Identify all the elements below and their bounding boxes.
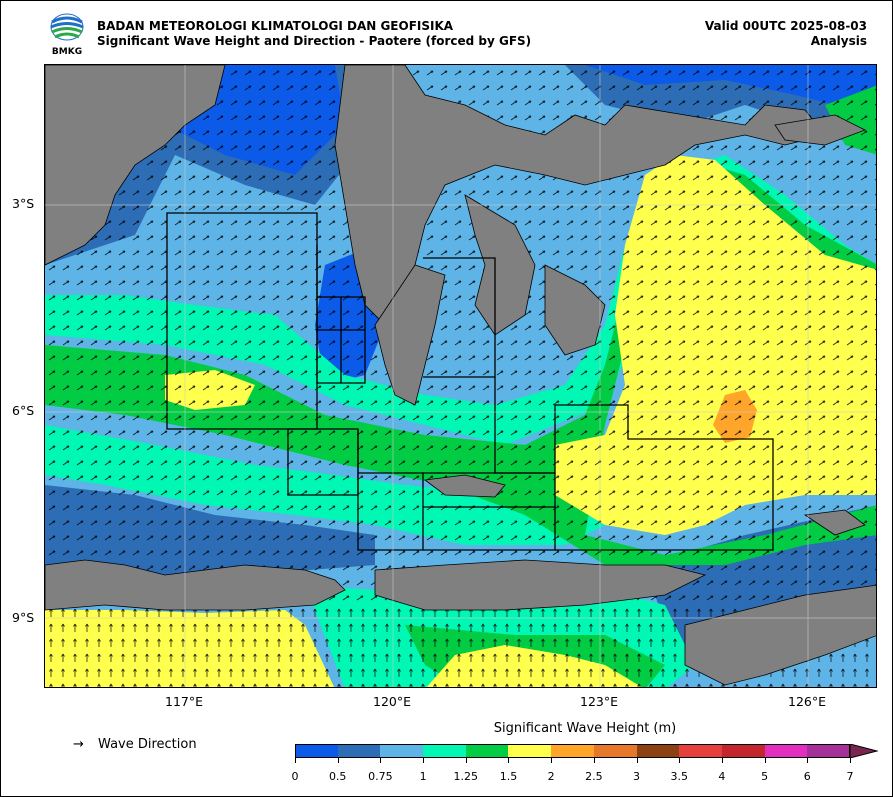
- colorbar-tick-label: 1.25: [453, 770, 479, 783]
- colorbar-tick-mark: [423, 758, 425, 763]
- lon-label-126e: 126°E: [787, 694, 827, 709]
- land-flores: [374, 559, 707, 611]
- lon-label-117e: 117°E: [164, 694, 204, 709]
- colorbar-tick-mark: [636, 758, 638, 763]
- colorbar-tick-label: 0.5: [328, 770, 347, 783]
- colorbar-segment: [423, 744, 466, 758]
- colorbar-tick-label: 1.5: [499, 770, 518, 783]
- wave-direction-legend: → Wave Direction: [73, 737, 197, 752]
- colorbar-tick-label: 1: [419, 770, 427, 783]
- colorbar-tick-mark: [465, 758, 467, 763]
- colorbar-tick-mark: [807, 758, 809, 763]
- graticule: [45, 65, 876, 687]
- colorbar-tick-mark: [850, 758, 851, 763]
- colorbar-tick-label: 0.75: [368, 770, 393, 783]
- colorbar-segment: [721, 744, 765, 758]
- svg-text:BMKG: BMKG: [52, 47, 82, 56]
- land-borneo: [45, 65, 226, 266]
- lat-label-3s: 3°S: [12, 196, 35, 211]
- colorbar-segment: [764, 744, 808, 758]
- land-selayar-island: [423, 474, 506, 498]
- colorbar-tick-mark: [295, 758, 296, 763]
- colorbar-segment: [465, 744, 509, 758]
- land-banggai: [774, 114, 866, 146]
- org-title: BADAN METEOROLOGI KLIMATOLOGI DAN GEOFIS…: [97, 19, 454, 33]
- colorbar-title: Significant Wave Height (m): [493, 721, 677, 736]
- analysis-label: Analysis: [810, 34, 867, 48]
- colorbar-tick-label: 3.5: [670, 770, 688, 783]
- land-lombok-sumbawa: [45, 559, 346, 611]
- colorbar-tick-label: 2: [547, 770, 555, 783]
- colorbar-tick-label: 2.5: [585, 770, 603, 783]
- header-left: BADAN METEOROLOGI KLIMATOLOGI DAN GEOFIS…: [97, 19, 531, 49]
- colorbar-segment: [551, 744, 594, 758]
- colorbar: [295, 744, 850, 758]
- lon-label-123e: 123°E: [579, 694, 619, 709]
- colorbar-tick-mark: [508, 758, 510, 763]
- colorbar-tick-label: 4: [718, 770, 726, 783]
- colorbar-segment: [807, 744, 850, 758]
- lon-label-120e: 120°E: [372, 694, 412, 709]
- lat-label-9s: 9°S: [12, 610, 35, 625]
- map-subtitle: Significant Wave Height and Direction - …: [97, 34, 532, 48]
- colorbar-tick-label: 3: [633, 770, 641, 783]
- colorbar-tick-mark: [380, 758, 382, 763]
- colorbar-segment: [380, 744, 424, 758]
- forecast-subdomains: [166, 212, 774, 551]
- land: [45, 65, 876, 686]
- land-sulawesi-southwest: [374, 264, 446, 406]
- arrow-icon: →: [73, 737, 84, 752]
- colorbar-tick-mark: [551, 758, 553, 763]
- colorbar-extension: [850, 744, 878, 758]
- colorbar-segment: [337, 744, 381, 758]
- colorbar-tick-mark: [679, 758, 681, 763]
- colorbar-tick-mark: [593, 758, 595, 763]
- colorbar-segment: [593, 744, 637, 758]
- valid-time: Valid 00UTC 2025-08-03: [704, 19, 867, 33]
- colorbar-tick-mark: [721, 758, 723, 763]
- colorbar-segment: [636, 744, 680, 758]
- land-buton: [544, 264, 606, 356]
- colorbar-tick-label: 5: [761, 770, 769, 783]
- lat-label-6s: 6°S: [12, 403, 35, 418]
- colorbar-segment: [508, 744, 552, 758]
- colorbar-tick-label: 7: [846, 770, 854, 783]
- map-canvas: [45, 65, 876, 687]
- wave-direction-label: Wave Direction: [98, 737, 197, 752]
- header-right: Valid 00UTC 2025-08-03 Analysis: [705, 19, 867, 49]
- colorbar-tick-label: 6: [803, 770, 811, 783]
- wave-height-map: [44, 64, 877, 688]
- colorbar-tick-mark: [337, 758, 339, 763]
- colorbar-tick-mark: [764, 758, 766, 763]
- colorbar-segment: [679, 744, 722, 758]
- land-wetar: [803, 509, 866, 536]
- colorbar-tick-label: 0: [291, 770, 299, 783]
- bmkg-logo: BMKG: [50, 13, 84, 56]
- colorbar-segment: [295, 744, 338, 758]
- land-timor: [684, 584, 876, 686]
